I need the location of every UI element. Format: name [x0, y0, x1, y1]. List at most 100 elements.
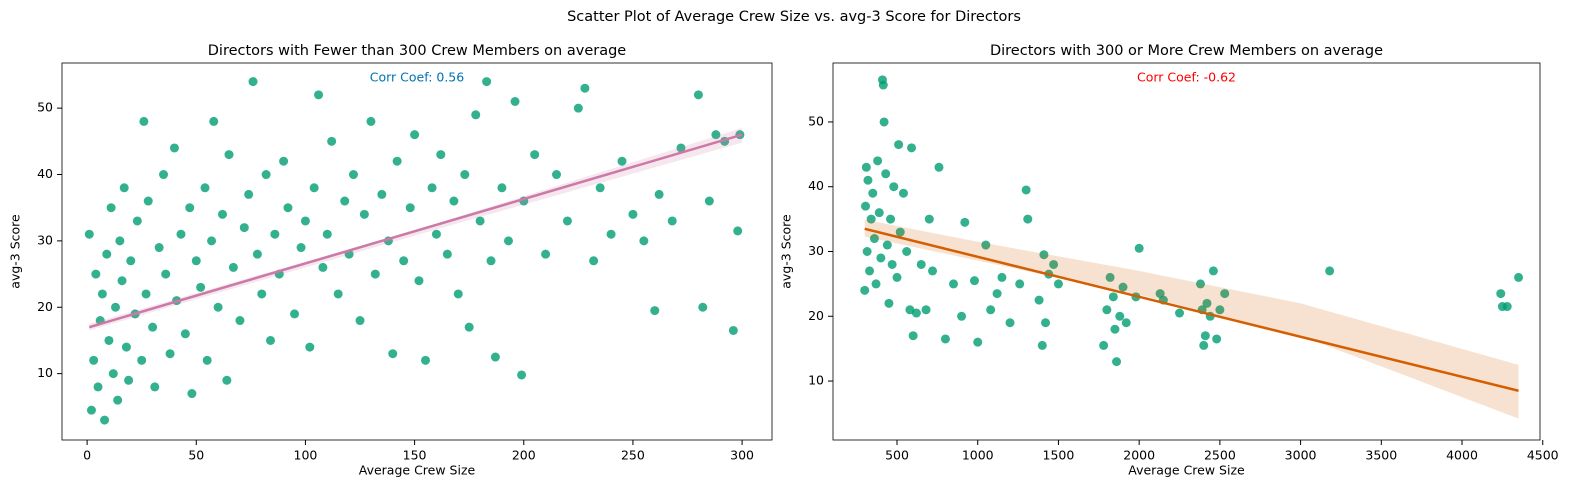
point: [224, 150, 234, 160]
point: [1325, 266, 1335, 276]
point: [934, 162, 944, 172]
point: [861, 201, 871, 211]
point: [1053, 279, 1063, 289]
point: [1049, 259, 1059, 269]
point: [270, 229, 280, 239]
point: [969, 276, 979, 286]
point: [733, 226, 743, 236]
point: [1112, 357, 1122, 367]
y-tick-label: 50: [808, 113, 824, 128]
point: [949, 279, 959, 289]
y-tick-label: 10: [37, 365, 53, 380]
y-axis-label: avg-3 Score: [8, 214, 23, 289]
point: [1021, 185, 1031, 195]
point: [159, 170, 169, 180]
point: [464, 322, 474, 332]
point: [1034, 295, 1044, 305]
point: [1212, 334, 1222, 344]
point: [460, 170, 470, 180]
point: [957, 311, 967, 321]
point: [126, 256, 136, 266]
annotation: Corr Coef: 0.56: [370, 70, 464, 85]
point: [879, 117, 889, 127]
x-axis-label: Average Crew Size: [1128, 463, 1245, 478]
point: [881, 169, 891, 179]
point: [141, 289, 151, 299]
confidence-band: [89, 128, 743, 331]
point: [986, 305, 996, 315]
point: [97, 289, 107, 299]
point: [869, 234, 879, 244]
point: [928, 266, 938, 276]
x-tick-label: 100: [294, 448, 318, 463]
point: [266, 335, 276, 345]
x-tick-label: 150: [403, 448, 427, 463]
point: [436, 150, 446, 160]
point: [314, 90, 324, 100]
figure-title: Scatter Plot of Average Crew Size vs. av…: [567, 9, 1021, 25]
x-tick-label: 0: [83, 448, 91, 463]
point: [119, 183, 129, 193]
point: [209, 116, 219, 126]
x-tick-label: 500: [885, 448, 909, 463]
point: [873, 156, 883, 166]
point: [196, 282, 206, 292]
point: [180, 329, 190, 339]
point: [399, 256, 409, 266]
point: [110, 302, 120, 312]
point: [296, 243, 306, 253]
x-tick-label: 200: [512, 448, 536, 463]
point: [165, 349, 175, 359]
point: [1118, 282, 1128, 292]
point: [1514, 272, 1524, 282]
x-tick-label: 4500: [1527, 448, 1559, 463]
x-tick-label: 3000: [1285, 448, 1317, 463]
point: [421, 355, 431, 365]
point: [121, 342, 131, 352]
point: [148, 322, 158, 332]
point: [279, 156, 289, 166]
point: [902, 247, 912, 256]
point: [1215, 305, 1225, 315]
point: [889, 182, 899, 192]
point: [895, 227, 905, 237]
point: [207, 236, 217, 246]
point: [573, 103, 583, 113]
point: [606, 229, 616, 239]
axes-frame: [61, 62, 773, 441]
point: [187, 389, 197, 399]
axes-title: Directors with 300 or More Crew Members …: [990, 43, 1383, 59]
point: [960, 217, 970, 227]
axes-frame: [832, 62, 1541, 441]
point: [1199, 340, 1209, 350]
point: [654, 189, 664, 199]
point: [333, 289, 343, 299]
point: [589, 256, 599, 266]
point: [139, 116, 149, 126]
point: [370, 269, 380, 279]
point: [442, 249, 452, 259]
point: [639, 236, 649, 246]
point: [884, 298, 894, 308]
point: [503, 236, 513, 246]
point: [924, 214, 934, 224]
point: [213, 302, 223, 312]
point: [161, 269, 171, 279]
point: [1121, 318, 1131, 328]
point: [1105, 272, 1115, 282]
point: [882, 240, 892, 250]
point: [235, 316, 245, 326]
y-axis-label: avg-3 Score: [779, 214, 794, 289]
point: [117, 276, 127, 286]
point: [388, 349, 398, 359]
point: [1110, 324, 1120, 334]
x-tick-label: 1000: [962, 448, 994, 463]
y-tick-label: 20: [808, 308, 824, 323]
point: [239, 223, 249, 233]
point: [93, 382, 103, 392]
point: [410, 130, 420, 140]
point: [91, 269, 101, 279]
point: [698, 302, 708, 312]
x-tick-label: 3500: [1365, 448, 1397, 463]
point: [866, 214, 876, 224]
